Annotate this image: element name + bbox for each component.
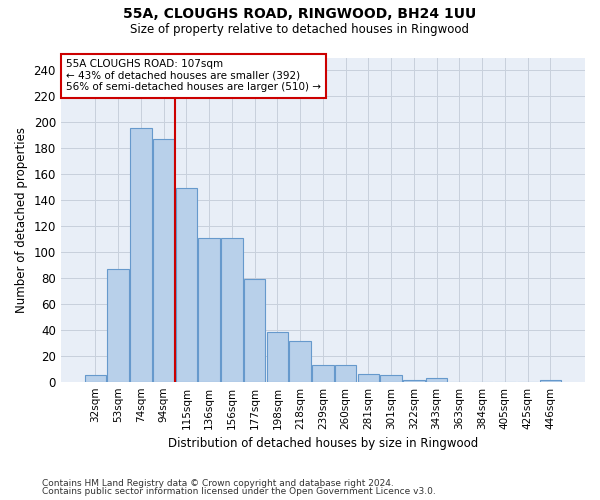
- Bar: [358, 374, 379, 382]
- Bar: [244, 279, 265, 382]
- Text: 55A, CLOUGHS ROAD, RINGWOOD, BH24 1UU: 55A, CLOUGHS ROAD, RINGWOOD, BH24 1UU: [124, 8, 476, 22]
- Bar: [199, 238, 220, 382]
- Bar: [539, 380, 561, 382]
- Bar: [403, 380, 425, 382]
- Bar: [380, 375, 402, 382]
- Bar: [312, 365, 334, 382]
- Text: Size of property relative to detached houses in Ringwood: Size of property relative to detached ho…: [131, 22, 470, 36]
- Text: 55A CLOUGHS ROAD: 107sqm
← 43% of detached houses are smaller (392)
56% of semi-: 55A CLOUGHS ROAD: 107sqm ← 43% of detach…: [66, 59, 321, 92]
- Bar: [107, 269, 129, 382]
- Bar: [335, 365, 356, 382]
- Bar: [176, 188, 197, 382]
- Bar: [153, 139, 175, 382]
- Bar: [130, 128, 152, 382]
- Text: Contains public sector information licensed under the Open Government Licence v3: Contains public sector information licen…: [42, 487, 436, 496]
- Bar: [221, 238, 243, 382]
- Bar: [426, 378, 448, 382]
- Text: Contains HM Land Registry data © Crown copyright and database right 2024.: Contains HM Land Registry data © Crown c…: [42, 478, 394, 488]
- Bar: [266, 332, 288, 382]
- Bar: [85, 375, 106, 382]
- Y-axis label: Number of detached properties: Number of detached properties: [15, 126, 28, 312]
- Bar: [289, 342, 311, 382]
- X-axis label: Distribution of detached houses by size in Ringwood: Distribution of detached houses by size …: [168, 437, 478, 450]
